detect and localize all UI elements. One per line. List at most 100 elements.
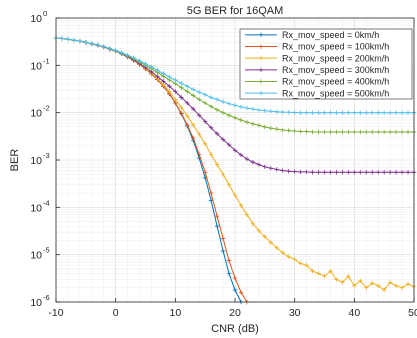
x-axis-label: CNR (dB) [211,323,259,335]
y-tick-exponent: -1 [43,56,50,65]
data-point [220,172,226,177]
y-tick-label: 10 -1 [30,56,49,72]
legend-entry: Rx_mov_speed = 400km/h [245,77,389,87]
data-point [137,58,142,63]
data-point [250,106,256,112]
legend-marker [258,67,264,73]
data-point [346,274,351,279]
data-point [197,90,202,95]
data-point [346,129,351,135]
data-point [381,287,387,293]
data-point [101,44,106,49]
y-tick-base: 10 [30,108,42,120]
data-point [346,110,351,115]
data-point [226,142,232,147]
data-point [322,110,327,115]
data-point [250,121,256,127]
y-tick-exponent: -4 [43,198,50,207]
x-tick-label: 0 [113,307,119,319]
data-point [280,168,285,173]
data-point [226,271,232,276]
data-point [328,110,333,115]
data-point [167,89,172,94]
data-point [399,129,405,135]
x-tick-label: -10 [48,307,63,319]
data-point [262,234,268,239]
data-point [202,170,208,175]
data-point [286,168,291,174]
legend-box [239,28,413,100]
data-point [304,129,309,134]
data-point [59,36,65,41]
data-point [370,110,375,115]
data-point [131,55,136,61]
data-point [220,137,226,142]
data-point [95,42,100,48]
data-point [376,110,381,115]
data-point [113,48,118,53]
data-point [191,106,196,112]
data-point [370,129,375,135]
data-point [387,110,393,115]
data-point [298,169,303,175]
x-tick-label: 50 [408,307,417,319]
data-point [304,169,309,175]
data-point [268,166,273,171]
data-point [238,290,244,295]
data-point [364,285,369,290]
data-point [226,182,232,187]
data-point [286,128,291,133]
data-point [185,84,190,89]
data-point [280,127,285,133]
data-point [364,170,369,175]
data-point [286,254,291,260]
data-point [238,117,244,123]
data-point [214,131,220,136]
data-point [220,248,226,254]
data-point [214,162,220,167]
data-point [280,250,285,255]
data-point [208,190,214,196]
legend-entry: Rx_mov_speed = 300km/h [245,65,389,75]
data-point [370,280,375,286]
data-point [232,275,238,281]
y-axis-label: BER [9,149,21,172]
data-point [238,152,244,158]
data-point [191,122,196,128]
y-tick-label: 10 -2 [30,104,49,120]
legend-entry: Rx_mov_speed = 0km/h [245,30,379,40]
data-point [71,37,77,43]
data-point [280,109,285,115]
data-point [292,110,297,115]
data-point [226,258,232,263]
x-tick-label: 20 [229,307,241,319]
data-point [274,167,279,172]
data-point [376,129,381,135]
data-point [202,119,208,124]
data-point [173,77,178,83]
y-tick-exponent: -5 [43,246,50,255]
legend-marker [258,44,264,49]
data-point [298,110,303,115]
data-point [83,40,89,45]
data-point [179,110,184,116]
y-tick-base: 10 [30,13,42,25]
data-point [340,170,345,175]
data-point [256,107,262,113]
data-point [155,67,160,73]
y-tick-label: 10 0 [30,9,47,25]
y-tick-label: 10 -6 [30,293,49,309]
data-point [191,93,196,98]
data-point [185,113,190,119]
data-point [214,223,220,229]
data-point [220,236,226,241]
data-point [220,99,226,104]
data-point [393,170,399,175]
data-point [232,103,238,108]
legend-label: Rx_mov_speed = 0km/h [282,30,379,40]
data-point [334,110,339,115]
data-point [292,128,297,134]
data-point [214,97,220,102]
data-point [399,110,405,115]
data-point [399,170,405,175]
